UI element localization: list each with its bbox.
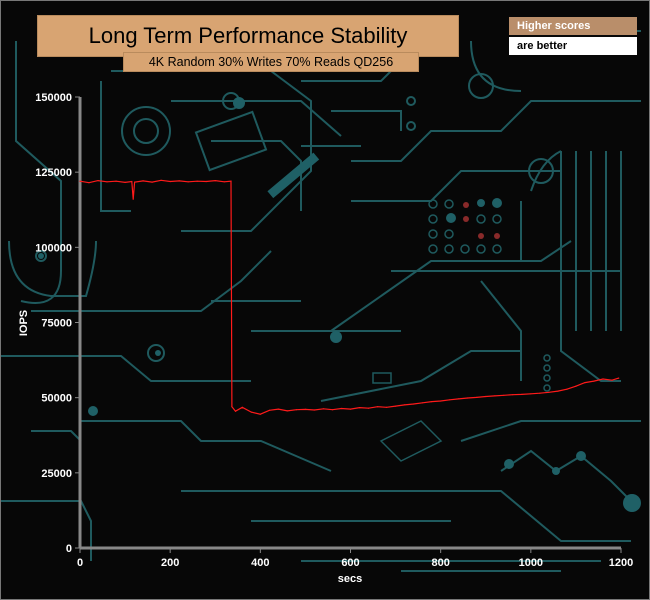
data-point <box>458 398 460 400</box>
x-tick-label: 1200 <box>609 557 633 569</box>
data-point <box>286 410 288 412</box>
data-point <box>313 409 315 411</box>
data-point <box>277 408 279 410</box>
data-point <box>367 407 370 409</box>
data-point <box>476 396 478 398</box>
data-point <box>196 180 198 182</box>
data-point <box>530 393 532 395</box>
data-point <box>230 180 232 182</box>
data-point <box>241 406 243 408</box>
y-axis-ticks: 0 25000 50000 75000 100000 125000 150000 <box>35 92 80 555</box>
data-point <box>131 180 133 183</box>
data-point <box>512 394 514 396</box>
data-point <box>234 410 237 412</box>
data-point <box>79 180 81 182</box>
data-point <box>485 395 487 398</box>
data-point <box>268 409 270 411</box>
data-point <box>97 180 99 182</box>
data-point <box>593 380 595 382</box>
data-point <box>413 403 415 405</box>
data-point <box>223 181 225 183</box>
data-point <box>440 400 442 402</box>
y-tick-label: 75000 <box>41 318 72 330</box>
x-axis-label: secs <box>338 573 362 585</box>
x-tick-label: 200 <box>161 557 179 569</box>
data-point <box>404 404 406 406</box>
series-layer <box>79 179 620 415</box>
y-tick-label: 150000 <box>35 92 72 104</box>
data-point <box>539 392 541 394</box>
data-point <box>422 402 424 404</box>
data-point <box>88 182 90 184</box>
data-point <box>134 181 136 183</box>
data-point <box>106 181 108 183</box>
data-point <box>178 180 180 182</box>
x-tick-label: 1000 <box>519 557 543 569</box>
data-point <box>151 181 153 183</box>
y-tick-label: 0 <box>66 543 72 555</box>
data-point <box>169 180 171 183</box>
x-tick-label: 800 <box>431 557 449 569</box>
data-point <box>449 399 451 401</box>
data-point <box>584 382 586 384</box>
data-point <box>349 408 352 410</box>
data-point <box>602 378 604 380</box>
data-point <box>358 407 361 409</box>
data-point <box>205 180 207 183</box>
data-point <box>322 408 325 410</box>
chart-title-box: Long Term Performance Stability <box>37 15 459 57</box>
data-point <box>295 409 297 411</box>
y-axis-label: IOPS <box>18 310 30 336</box>
data-point <box>231 406 233 408</box>
series-line <box>79 179 619 415</box>
data-point <box>557 390 559 392</box>
y-tick-label: 25000 <box>41 468 72 480</box>
x-axis-ticks: 0 200 400 600 800 1000 1200 <box>77 548 633 569</box>
data-point <box>494 395 496 397</box>
data-point <box>340 407 343 410</box>
data-point <box>214 180 216 182</box>
data-point <box>377 406 379 408</box>
data-point <box>566 388 568 390</box>
y-tick-label: 50000 <box>41 393 72 405</box>
data-point <box>115 180 117 182</box>
y-tick-label: 100000 <box>35 242 72 254</box>
data-point <box>259 413 261 415</box>
y-tick-label: 125000 <box>35 167 72 179</box>
data-point <box>187 181 189 183</box>
data-point <box>386 406 388 408</box>
data-point <box>503 394 505 396</box>
are-better-note: are better <box>509 37 637 55</box>
data-point <box>250 411 252 413</box>
data-point <box>618 377 620 379</box>
data-point <box>331 409 334 411</box>
data-point <box>132 198 134 200</box>
data-point <box>521 393 523 395</box>
data-point <box>395 405 397 407</box>
data-point <box>160 179 162 181</box>
higher-scores-note: Higher scores <box>509 17 637 35</box>
x-tick-label: 0 <box>77 557 83 569</box>
data-point <box>575 385 577 387</box>
data-point <box>124 181 126 183</box>
x-tick-label: 600 <box>341 557 359 569</box>
data-point <box>467 397 469 399</box>
data-point <box>611 379 613 381</box>
data-point <box>304 408 306 410</box>
data-point <box>142 180 144 182</box>
x-tick-label: 400 <box>251 557 269 569</box>
chart-title: Long Term Performance Stability <box>88 23 408 48</box>
data-point <box>431 401 433 403</box>
chart-subtitle: 4K Random 30% Writes 70% Reads QD256 <box>123 52 419 72</box>
data-point <box>548 391 550 393</box>
